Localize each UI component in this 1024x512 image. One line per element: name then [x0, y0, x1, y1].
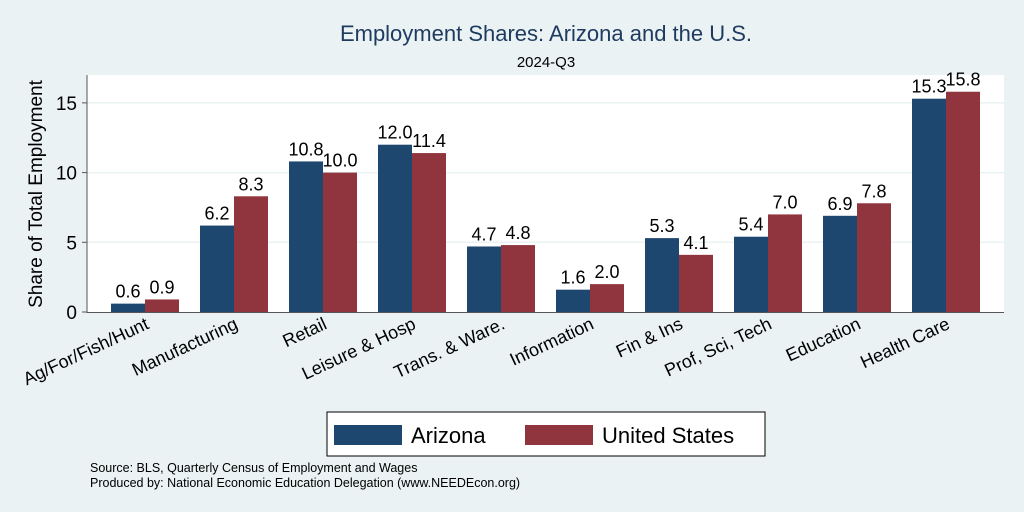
source-note: Source: BLS, Quarterly Census of Employm…: [90, 461, 417, 475]
y-tick-label: 15: [56, 94, 77, 115]
data-label: 0.9: [149, 277, 174, 297]
data-label: 6.9: [827, 194, 852, 214]
data-label: 8.3: [238, 174, 263, 194]
bar-arizona: [200, 225, 234, 312]
bar-united-states: [768, 214, 802, 312]
bar-united-states: [323, 172, 357, 312]
data-label: 5.4: [738, 215, 763, 235]
legend-swatch-arizona: [334, 425, 402, 445]
bar-arizona: [823, 215, 857, 312]
produced-by-note: Produced by: National Economic Education…: [90, 476, 520, 490]
y-axis-label: Share of Total Employment: [26, 79, 47, 307]
bar-arizona: [645, 238, 679, 312]
data-label: 15.3: [911, 77, 946, 97]
bar-united-states: [501, 245, 535, 312]
bar-united-states: [145, 299, 179, 312]
bar-arizona: [111, 303, 145, 312]
y-tick-label: 5: [66, 233, 77, 254]
data-label: 12.0: [377, 123, 412, 143]
data-label: 6.2: [204, 204, 229, 224]
x-tick-label: Education: [783, 313, 864, 365]
data-label: 10.0: [322, 151, 357, 171]
data-label: 11.4: [412, 131, 446, 151]
legend-label-arizona: Arizona: [411, 423, 486, 448]
chart-title: Employment Shares: Arizona and the U.S.: [340, 21, 752, 46]
legend: Arizona United States: [326, 411, 766, 457]
bar-arizona: [734, 236, 768, 312]
bar-arizona: [378, 144, 412, 312]
x-tick-label: Fin & Ins: [613, 313, 686, 361]
bar-united-states: [590, 284, 624, 312]
data-label: 5.3: [649, 216, 674, 236]
data-label: 4.8: [505, 223, 530, 243]
legend-swatch-united-states: [525, 425, 593, 445]
bar-united-states: [946, 91, 980, 313]
data-label: 4.7: [471, 224, 496, 244]
x-tick-label: Information: [507, 313, 597, 369]
bar-united-states: [234, 196, 268, 312]
legend-label-united-states: United States: [602, 423, 734, 448]
x-tick-label: Ag/For/Fish/Hunt: [20, 313, 152, 389]
data-label: 7.8: [861, 181, 886, 201]
data-label: 7.0: [772, 192, 797, 212]
bar-arizona: [289, 161, 323, 312]
data-label: 1.6: [560, 268, 585, 288]
data-label: 0.6: [115, 282, 140, 302]
data-label: 10.8: [288, 139, 323, 159]
x-tick-label: Retail: [280, 313, 330, 351]
bar-united-states: [679, 254, 713, 312]
bar-united-states: [412, 153, 446, 312]
y-tick-label: 10: [56, 164, 77, 185]
bar-arizona: [556, 289, 590, 312]
data-label: 2.0: [594, 262, 619, 282]
bar-united-states: [857, 203, 891, 312]
x-tick-label: Health Care: [857, 313, 953, 372]
data-label: 4.1: [683, 233, 708, 253]
data-label: 15.8: [945, 70, 980, 90]
y-tick-label: 0: [66, 303, 77, 324]
bar-arizona: [467, 246, 501, 312]
bar-arizona: [912, 98, 946, 312]
chart-subtitle: 2024-Q3: [517, 54, 575, 71]
